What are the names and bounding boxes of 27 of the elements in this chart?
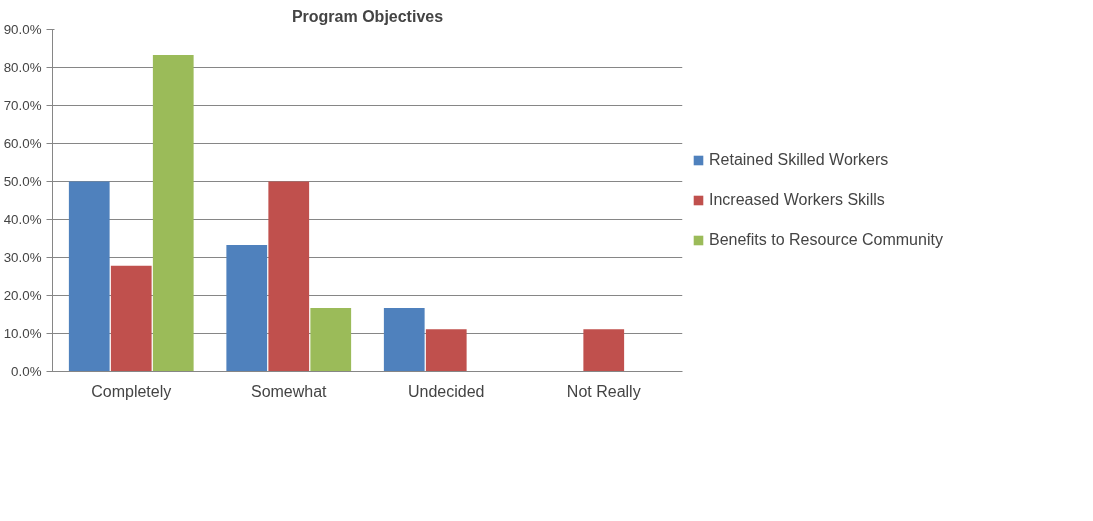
y-tick-label: 60.0%: [3, 136, 42, 151]
bar: [68, 181, 110, 372]
y-tick-label: 90.0%: [3, 22, 42, 37]
y-tick-label: 30.0%: [3, 250, 42, 265]
x-tick-label: Somewhat: [250, 382, 328, 400]
bar: [226, 244, 268, 372]
bar: [268, 181, 310, 372]
y-tick-label: 20.0%: [3, 288, 42, 303]
chart-title: Program Objectives: [291, 7, 444, 25]
y-tick-label: 10.0%: [3, 326, 42, 341]
bar: [110, 265, 152, 372]
legend-label: Increased Workers Skills: [709, 191, 885, 209]
bar: [425, 329, 467, 372]
bar: [310, 308, 352, 372]
y-tick-label: 40.0%: [3, 212, 42, 227]
y-tick-label: 50.0%: [3, 174, 42, 189]
x-tick-label: Undecided: [408, 382, 485, 400]
y-tick-label: 70.0%: [3, 98, 42, 113]
x-tick-label: Completely: [91, 382, 172, 400]
bar: [383, 308, 425, 372]
x-tick-label: Not Really: [566, 382, 641, 400]
y-tick-label: 80.0%: [3, 60, 42, 75]
legend-label: Retained Skilled Workers: [709, 151, 889, 169]
bar: [583, 329, 625, 372]
bar: [152, 54, 194, 372]
legend-label: Benefits to Resource Community: [709, 231, 943, 249]
y-tick-label: 0.0%: [11, 364, 42, 379]
